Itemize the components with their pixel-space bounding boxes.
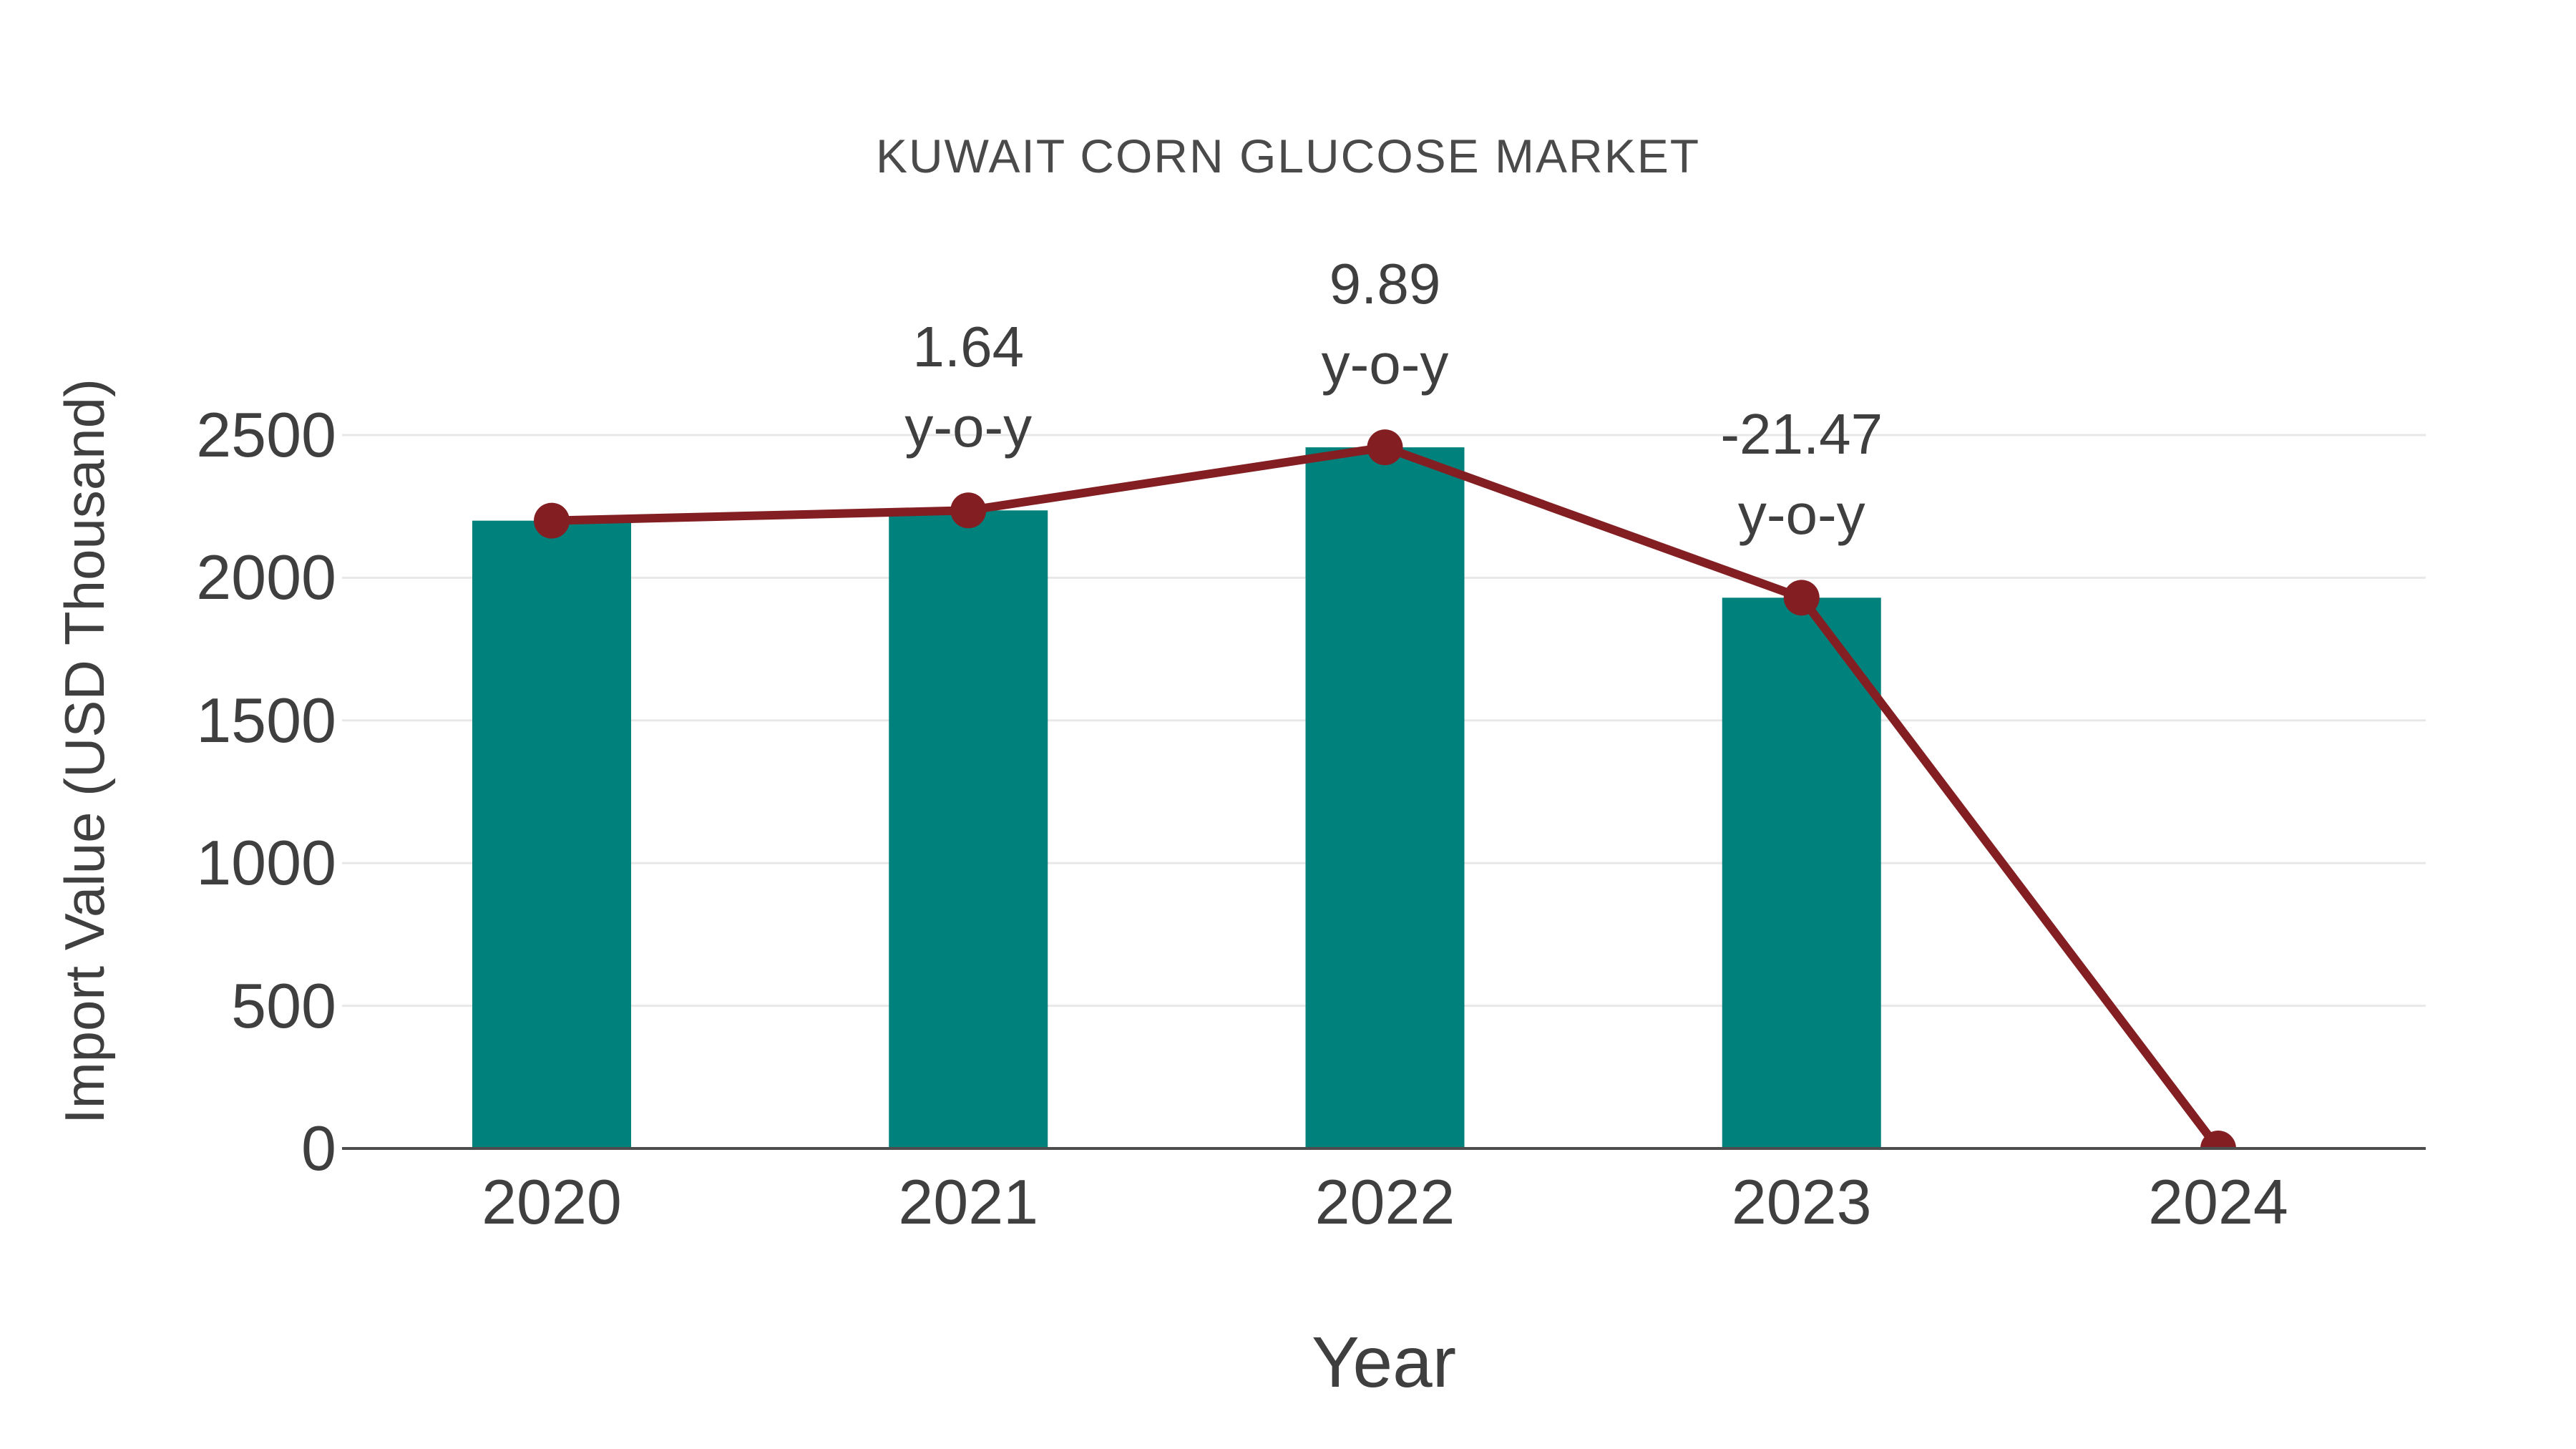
bar-series <box>472 447 1881 1148</box>
y-tick-label-500: 500 <box>231 970 336 1041</box>
annotation-label: y-o-y <box>904 395 1033 459</box>
line-marker-2020[interactable] <box>534 502 570 539</box>
line-marker-2024[interactable] <box>2200 1131 2236 1166</box>
annotation-value: 9.89 <box>1329 252 1441 316</box>
x-tick-label-2022: 2022 <box>1314 1166 1455 1237</box>
x-tick-label-2020: 2020 <box>482 1166 622 1237</box>
bar-2021[interactable] <box>889 510 1048 1148</box>
bar-2020[interactable] <box>472 520 631 1148</box>
annotation-2023: -21.47 y-o-y <box>1551 394 2052 555</box>
annotation-value: -21.47 <box>1720 402 1883 467</box>
line-series <box>534 429 2236 1166</box>
y-tick-label-1500: 1500 <box>196 684 336 756</box>
annotation-2022: 9.89 y-o-y <box>1135 244 1636 404</box>
line-marker-2022[interactable] <box>1367 429 1403 466</box>
x-tick-label-2021: 2021 <box>898 1166 1039 1237</box>
annotation-2021: 1.64 y-o-y <box>718 307 1219 467</box>
annotation-label: y-o-y <box>1737 482 1865 547</box>
annotation-value: 1.64 <box>912 315 1025 379</box>
y-tick-label-2500: 2500 <box>196 399 336 470</box>
x-axis-title: Year <box>1311 1322 1457 1402</box>
annotation-label: y-o-y <box>1321 332 1449 396</box>
x-tick-label-2024: 2024 <box>2148 1166 2288 1237</box>
bar-2022[interactable] <box>1305 447 1465 1148</box>
chart-title: KUWAIT CORN GLUCOSE MARKET <box>875 130 1701 182</box>
y-tick-label-1000: 1000 <box>196 827 336 899</box>
y-axis-title: Import Value (USD Thousand) <box>53 379 116 1124</box>
bar-2023[interactable] <box>1722 597 1881 1148</box>
line-marker-2023[interactable] <box>1783 580 1820 616</box>
y-tick-label-0: 0 <box>301 1113 336 1184</box>
x-tick-label-2023: 2023 <box>1731 1166 1872 1237</box>
line-marker-2021[interactable] <box>950 492 987 529</box>
y-tick-label-2000: 2000 <box>196 542 336 613</box>
